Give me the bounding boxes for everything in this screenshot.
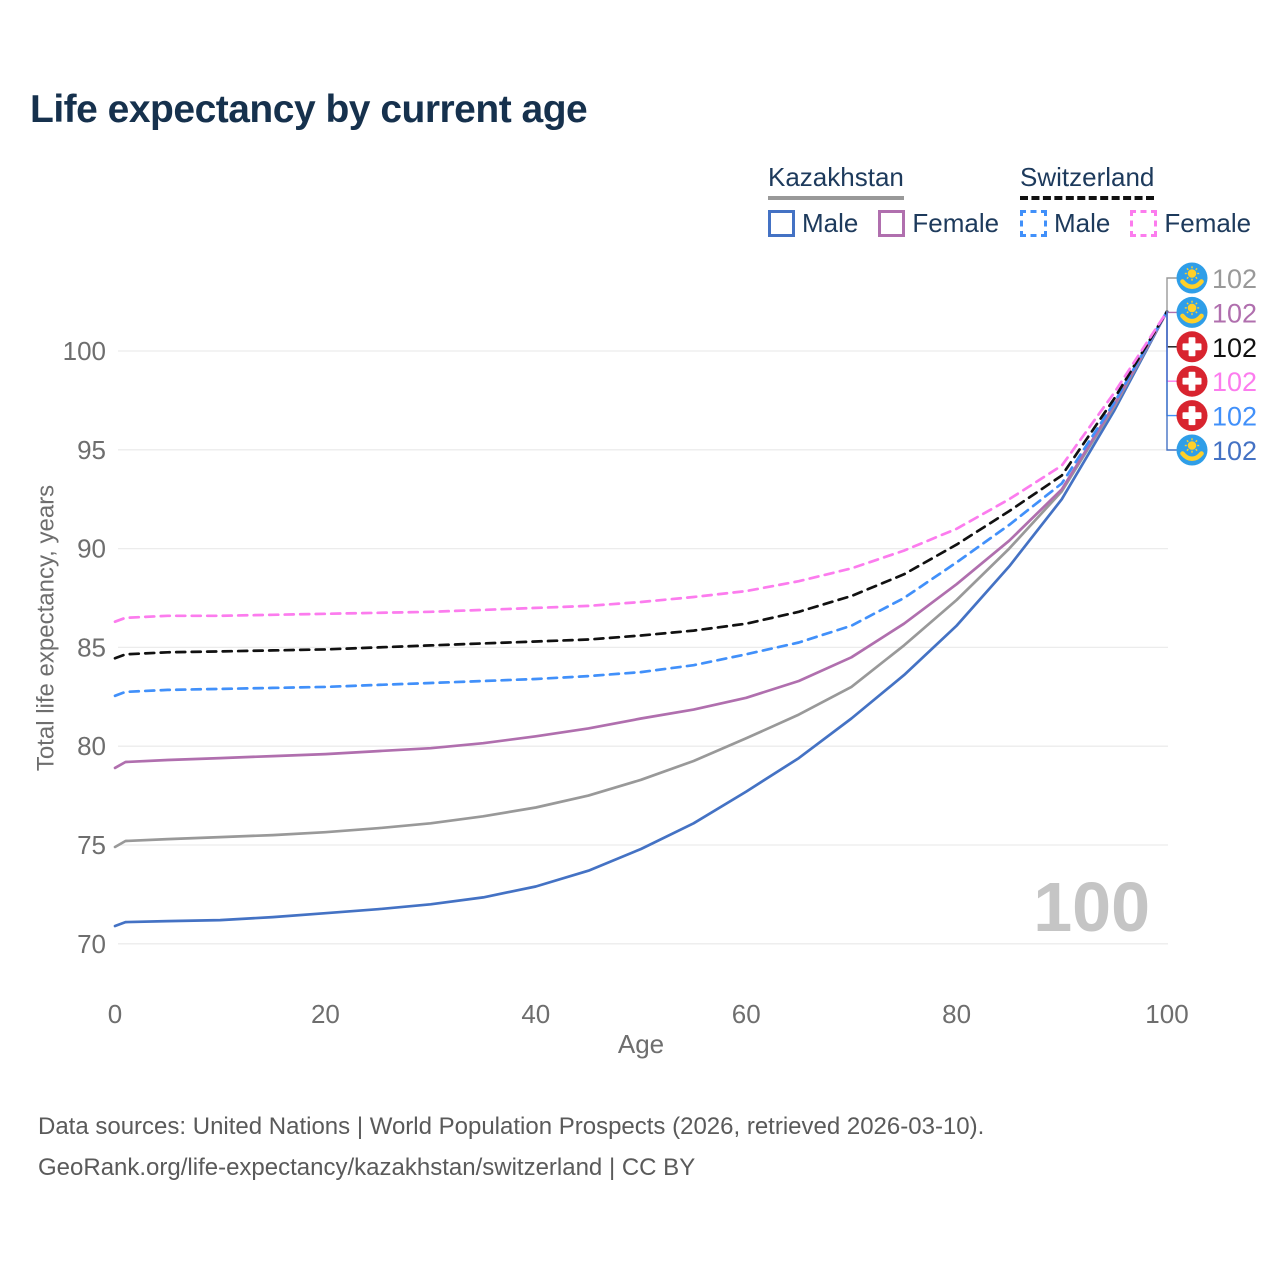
y-tick-label: 85 — [77, 632, 106, 662]
switzerland-female-swatch-icon — [1130, 210, 1158, 237]
y-tick-label: 80 — [77, 731, 106, 761]
legend-label: Female — [1164, 208, 1252, 238]
sun-ray — [1186, 448, 1189, 452]
y-axis-title: Total life expectancy, years — [33, 485, 60, 771]
legend-items-switzerland: Male Female — [1020, 208, 1251, 239]
y-tick-label: 100 — [63, 336, 106, 366]
sun-ray — [1186, 439, 1189, 443]
legend-items-kazakhstan: Male Female — [768, 208, 999, 239]
leader-line-ch_all — [1166, 311, 1177, 348]
legend-group-switzerland: Switzerland Male Female — [1020, 162, 1251, 239]
end-value-label-ch_male: 102 — [1212, 402, 1257, 432]
age-counter-watermark: 100 — [1033, 868, 1150, 946]
x-tick-label: 60 — [732, 999, 761, 1029]
eagle-icon — [1180, 313, 1204, 324]
x-tick-label: 20 — [311, 999, 340, 1029]
x-tick-label: 40 — [521, 999, 550, 1029]
eagle-icon — [1180, 279, 1204, 290]
legend-group-kazakhstan: Kazakhstan Male Female — [768, 162, 999, 239]
sun-ray — [1186, 302, 1189, 305]
legend-item-kazakhstan-male[interactable]: Male — [768, 208, 858, 239]
sun-ray — [1195, 276, 1198, 280]
legend-label: Male — [802, 208, 859, 238]
legend: Kazakhstan Male Female Switzerland Male — [0, 162, 1280, 242]
attribution-text: GeoRank.org/life-expectancy/kazakhstan/s… — [38, 1154, 696, 1181]
legend-label: Female — [912, 208, 1000, 238]
legend-item-switzerland-female[interactable]: Female — [1130, 208, 1251, 239]
end-value-label-kz_all: 102 — [1212, 264, 1257, 294]
sun-ray — [1195, 311, 1198, 314]
sun-ray — [1195, 302, 1198, 305]
series-line-ch_female[interactable] — [113, 310, 1169, 624]
sun-ray — [1195, 439, 1198, 443]
swiss-cross-icon — [1182, 412, 1202, 419]
kazakhstan-male-swatch-icon — [768, 210, 795, 237]
legend-label: Male — [1054, 208, 1111, 238]
leader-line-kz_male — [1166, 311, 1177, 451]
legend-item-kazakhstan-female[interactable]: Female — [878, 208, 999, 239]
end-value-label-ch_all: 102 — [1212, 333, 1257, 363]
end-value-label-ch_female: 102 — [1212, 367, 1257, 397]
sun-icon — [1187, 303, 1197, 313]
y-tick-label: 95 — [77, 435, 106, 465]
end-value-label-kz_female: 102 — [1212, 298, 1257, 328]
kazakhstan-female-swatch-icon — [878, 210, 906, 237]
x-tick-label: 80 — [942, 999, 971, 1029]
eagle-icon — [1180, 451, 1204, 462]
y-tick-label: 70 — [77, 929, 106, 959]
swiss-cross-icon — [1182, 377, 1202, 385]
series-line-ch_male[interactable] — [113, 310, 1169, 698]
sun-ray — [1195, 448, 1198, 452]
sun-icon — [1187, 269, 1197, 278]
x-axis-title: Age — [618, 1029, 664, 1059]
leader-line-kz_all — [1166, 277, 1177, 312]
sun-ray — [1195, 267, 1198, 271]
x-tick-label: 100 — [1145, 999, 1188, 1029]
swiss-cross-icon — [1182, 343, 1202, 351]
series-line-ch_all[interactable] — [113, 310, 1169, 660]
leader-line-ch_male — [1166, 311, 1177, 417]
data-sources-text: Data sources: United Nations | World Pop… — [38, 1113, 985, 1140]
legend-country-kazakhstan: Kazakhstan — [768, 162, 904, 200]
legend-item-switzerland-male[interactable]: Male — [1020, 208, 1110, 239]
x-tick-label: 0 — [108, 999, 122, 1029]
sun-ray — [1186, 311, 1189, 314]
switzerland-male-swatch-icon — [1020, 210, 1047, 237]
legend-country-switzerland: Switzerland — [1020, 162, 1155, 200]
series-line-kz_all[interactable] — [113, 310, 1169, 849]
page-title: Life expectancy by current age — [30, 88, 588, 131]
series-line-kz_male[interactable] — [113, 310, 1169, 928]
sun-icon — [1187, 441, 1197, 450]
sun-ray — [1186, 276, 1189, 280]
y-tick-label: 75 — [77, 830, 106, 860]
leader-line-kz_female — [1166, 311, 1177, 314]
end-value-label-kz_male: 102 — [1212, 436, 1257, 466]
footer: Data sources: United Nations | World Pop… — [38, 1106, 984, 1188]
y-tick-label: 90 — [77, 534, 106, 564]
series-line-kz_female[interactable] — [113, 310, 1169, 770]
sun-ray — [1186, 267, 1189, 271]
